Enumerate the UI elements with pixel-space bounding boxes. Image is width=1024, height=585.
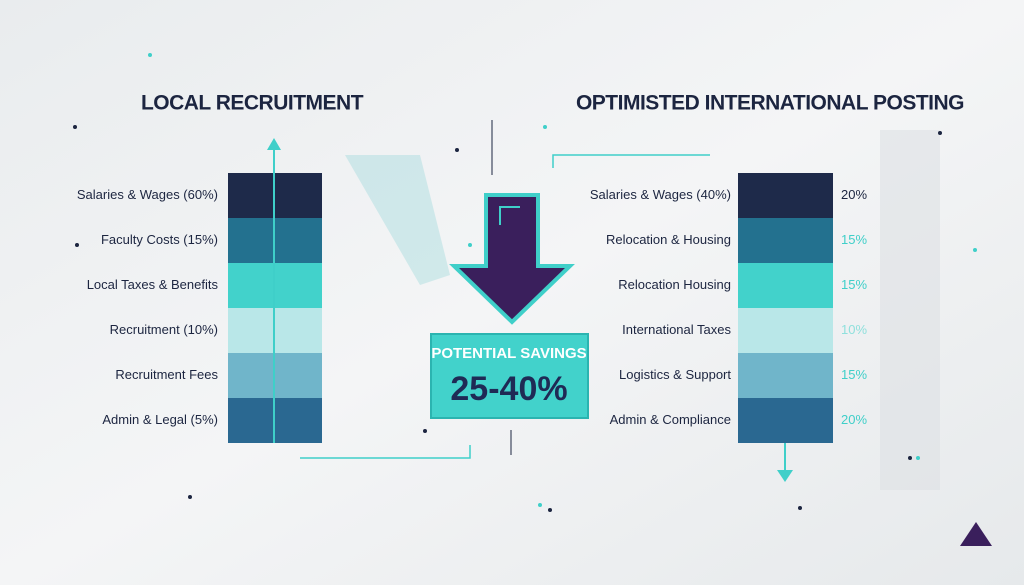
segment-label: Local Taxes & Benefits bbox=[87, 277, 219, 292]
segment bbox=[738, 398, 833, 443]
right-arrowhead bbox=[777, 470, 793, 482]
segment-percent: 15% bbox=[841, 367, 867, 382]
segment bbox=[738, 173, 833, 218]
segment-label: Logistics & Support bbox=[619, 367, 731, 382]
left-arrowhead bbox=[267, 138, 281, 150]
savings-box bbox=[430, 333, 589, 419]
segment-label: Relocation & Housing bbox=[606, 232, 731, 247]
segment-percent: 15% bbox=[841, 277, 867, 292]
decor-dots bbox=[148, 53, 977, 507]
segment-label: Recruitment Fees bbox=[115, 367, 218, 382]
right-title: OPTIMISTED INTERNATIONAL POSTING bbox=[576, 92, 964, 115]
segment-percent: 20% bbox=[841, 412, 867, 427]
left-title: LOCAL RECRUITMENT bbox=[141, 92, 364, 115]
savings-value: 25-40% bbox=[450, 370, 567, 408]
segment-percent: 20% bbox=[841, 187, 867, 202]
decor-dots bbox=[73, 125, 942, 512]
segment-label: Faculty Costs (15%) bbox=[101, 232, 218, 247]
connector bbox=[552, 154, 710, 168]
segment-label: Admin & Legal (5%) bbox=[102, 412, 218, 427]
segment-percent: 10% bbox=[841, 322, 867, 337]
segment-percent: 15% bbox=[841, 232, 867, 247]
segment-label: International Taxes bbox=[622, 322, 731, 337]
logo bbox=[960, 522, 992, 546]
segment bbox=[738, 353, 833, 398]
segment-label: Admin & Compliance bbox=[610, 412, 731, 427]
right-stack: Salaries & Wages (40%) 20% Relocation & Ho… bbox=[590, 173, 867, 443]
segment-label: Relocation Housing bbox=[618, 277, 731, 292]
connector bbox=[300, 445, 471, 459]
segment-label: Recruitment (10%) bbox=[110, 322, 218, 337]
backdrop-column bbox=[880, 130, 940, 490]
savings-arrow bbox=[449, 193, 575, 325]
savings-caption: POTENTIAL SAVINGS bbox=[431, 345, 586, 362]
segment bbox=[738, 263, 833, 308]
segment-label: Salaries & Wages (60%) bbox=[77, 187, 218, 202]
backdrop-shape bbox=[345, 155, 450, 285]
segment bbox=[738, 308, 833, 353]
segment-label: Salaries & Wages (40%) bbox=[590, 187, 731, 202]
arrow-accent bbox=[499, 206, 520, 225]
segment bbox=[738, 218, 833, 263]
